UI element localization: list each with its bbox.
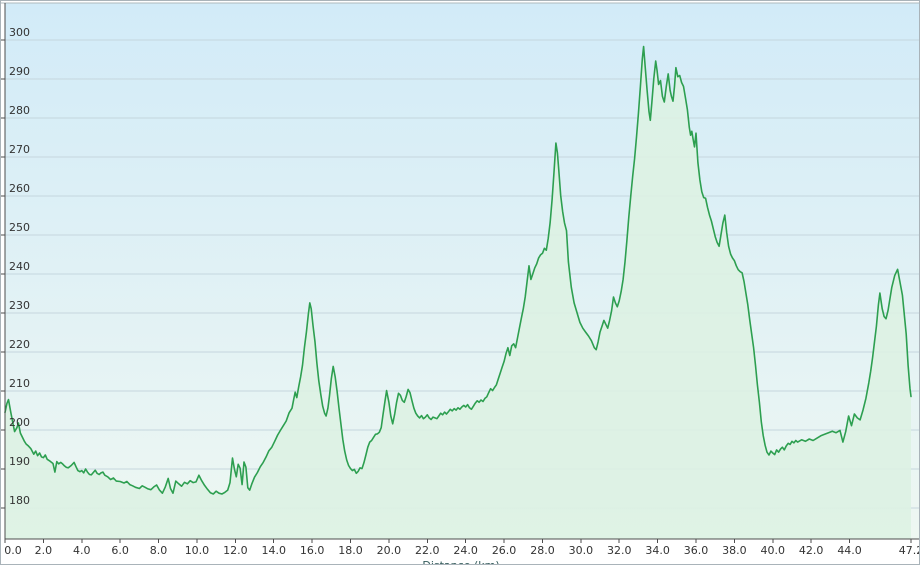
x-tick-label: 14.0 [261,544,286,557]
y-tick-label: 300 [9,26,30,39]
x-tick-label: 36.0 [684,544,709,557]
x-tick-label: 34.0 [645,544,670,557]
y-ticks [1,39,5,509]
y-tick-label: 220 [9,338,30,351]
x-tick-label: 47.2 [899,544,920,557]
x-tick-label: 30.0 [569,544,594,557]
y-tick-label: 280 [9,104,30,117]
x-tick-label: 28.0 [530,544,555,557]
x-tick-label: 0.0 [4,544,22,557]
x-tick-label: 40.0 [761,544,786,557]
y-tick-labels: 180 190 200 210 220 230 240 250 260 270 280 290 300 [9,26,30,507]
y-tick-label: 270 [9,143,30,156]
x-tick-label: 38.0 [722,544,747,557]
x-tick-label: 24.0 [453,544,478,557]
elevation-line [4,45,912,495]
x-tick-label: 16.0 [300,544,325,557]
y-tick-label: 260 [9,182,30,195]
y-tick-label: 200 [9,416,30,429]
y-tick-label: 240 [9,260,30,273]
x-tick-label: 20.0 [377,544,402,557]
x-tick-label: 44.0 [837,544,862,557]
x-tick-label: 6.0 [111,544,129,557]
y-tick-label: 290 [9,65,30,78]
y-tick-label: 230 [9,299,30,312]
x-tick-label: 26.0 [492,544,517,557]
x-tick-label: 22.0 [415,544,440,557]
y-tick-label: 180 [9,494,30,507]
x-tick-label: 8.0 [150,544,168,557]
x-tick-label: 4.0 [73,544,91,557]
x-tick-label: 2.0 [35,544,53,557]
elevation-area [5,46,911,539]
x-tick-label: 18.0 [338,544,363,557]
y-tick-label: 210 [9,377,30,390]
y-tick-label: 190 [9,455,30,468]
axes [4,3,919,540]
x-tick-label: 32.0 [607,544,632,557]
x-tick-label: 12.0 [223,544,248,557]
x-axis-title: Distance (km) [1,559,919,564]
x-ticks [4,539,912,543]
x-tick-label: 42.0 [799,544,824,557]
y-tick-label: 250 [9,221,30,234]
x-tick-label: 10.0 [185,544,210,557]
x-tick-labels: 0.0 2.0 4.0 6.0 8.0 10.0 12.0 14.0 16.0 18.0 20.0 2… [4,544,920,557]
